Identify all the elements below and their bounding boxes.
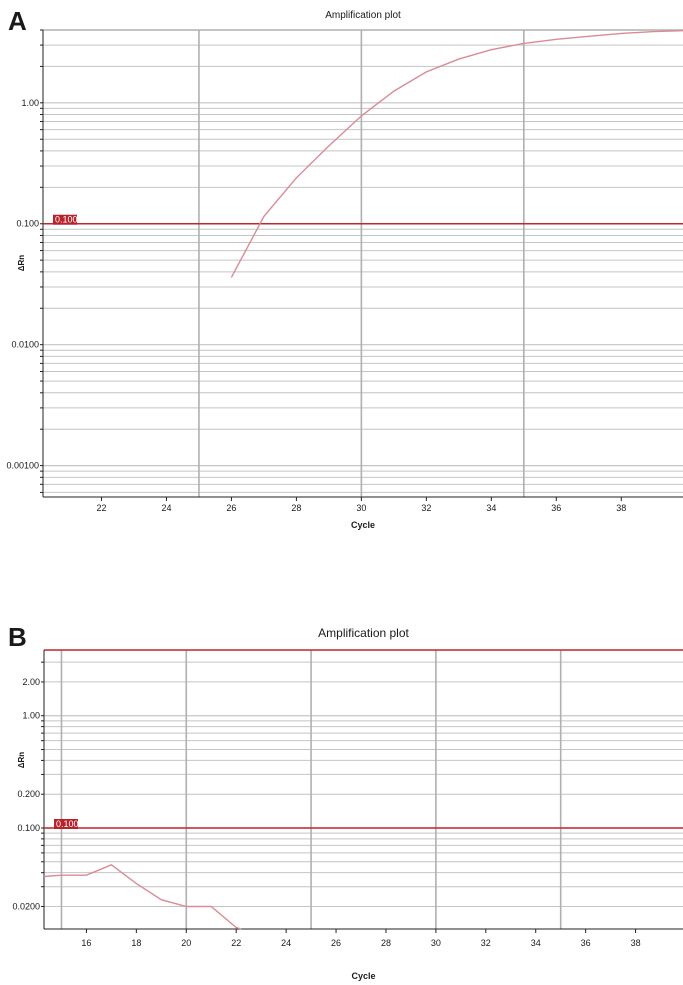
x-tick-label: 26 xyxy=(226,503,236,513)
y-axis-label: ΔRn xyxy=(17,255,26,272)
x-tick-label: 38 xyxy=(631,938,641,948)
y-tick-label: 0.200 xyxy=(17,789,40,799)
amplification-chart-b: Amplification plot 2.00 1.00 0.200 0.100 0.02… xyxy=(12,626,683,981)
chart-title: Amplification plot xyxy=(318,626,409,640)
x-tick-label: 32 xyxy=(481,938,491,948)
panel-label-b: B xyxy=(8,622,27,652)
x-tick-label: 16 xyxy=(81,938,91,948)
threshold-label-bg xyxy=(53,214,77,225)
y-tick-label: 0.100 xyxy=(17,823,40,833)
y-axis-label: ΔRn xyxy=(17,752,26,769)
y-tick-label: 0.0200 xyxy=(12,901,40,911)
x-tick-label: 24 xyxy=(281,938,291,948)
amplification-curve xyxy=(43,863,242,930)
threshold-label-bg xyxy=(54,818,78,829)
x-axis-label: Cycle xyxy=(351,971,375,981)
y-tick-label: 0.00100 xyxy=(6,461,39,471)
x-tick-label: 38 xyxy=(616,503,626,513)
amplification-curve xyxy=(230,30,683,278)
y-tick-label: 1.00 xyxy=(22,711,40,721)
threshold-label: 0.100 xyxy=(55,215,78,225)
threshold-label: 0.100 xyxy=(56,819,79,829)
x-tick-label: 28 xyxy=(381,938,391,948)
x-tick-label: 26 xyxy=(331,938,341,948)
x-tick-label: 24 xyxy=(161,503,171,513)
chart-title: Amplification plot xyxy=(325,10,401,21)
x-axis-label: Cycle xyxy=(351,520,375,530)
y-tick-label: 0.0100 xyxy=(11,340,39,350)
x-tick-label: 22 xyxy=(231,938,241,948)
x-tick-label: 34 xyxy=(486,503,496,513)
amplification-chart-a: Amplification plot 1.00 0.100 0.0100 0.00100… xyxy=(6,10,683,530)
x-tick-label: 28 xyxy=(291,503,301,513)
y-tick-label: 1.00 xyxy=(21,98,39,108)
x-tick-label: 22 xyxy=(96,503,106,513)
y-tick-label: 0.100 xyxy=(16,219,39,229)
x-tick-label: 34 xyxy=(531,938,541,948)
x-tick-label: 36 xyxy=(581,938,591,948)
x-tick-label: 36 xyxy=(551,503,561,513)
x-tick-label: 32 xyxy=(421,503,431,513)
x-tick-label: 20 xyxy=(181,938,191,948)
x-tick-label: 30 xyxy=(356,503,366,513)
y-tick-label: 2.00 xyxy=(22,677,40,687)
x-tick-label: 18 xyxy=(131,938,141,948)
panel-label-a: A xyxy=(8,6,27,36)
x-tick-label: 30 xyxy=(431,938,441,948)
